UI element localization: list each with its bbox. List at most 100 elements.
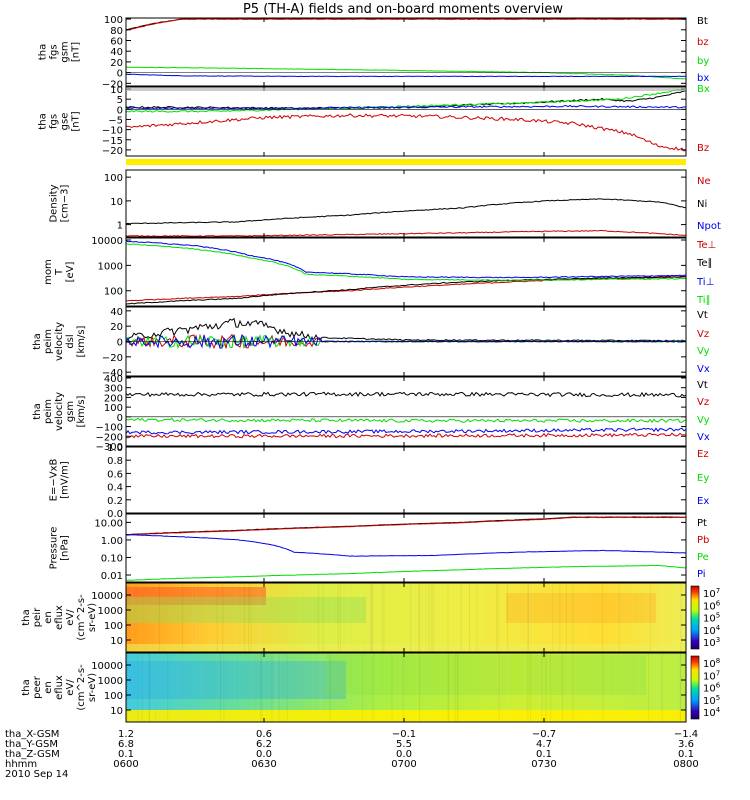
series-by-line (126, 66, 686, 80)
y-tick-label: 0 (117, 69, 123, 80)
legend-by: by (697, 56, 709, 67)
panel-frame (125, 513, 687, 583)
ephemeris-row-label: 2010 Sep 14 (5, 769, 68, 780)
y-tick-label: 10000 (91, 236, 123, 247)
legend-Pi: Pi (697, 569, 706, 580)
ephemeris-value-y-gsm: 6.8 (118, 739, 134, 750)
y-tick-label: 0 (117, 413, 123, 424)
y-tick-label: −15 (102, 136, 123, 147)
ephemeris-value-z-gsm: 0.1 (678, 749, 694, 760)
colorbar-tick-label: 105 (703, 694, 720, 707)
y-tick-label: 5 (117, 95, 123, 106)
ephemeris-value-hhmm: 0700 (391, 759, 416, 770)
y-tick-label: 0 (117, 105, 123, 116)
legend-Npot: Npot (697, 221, 721, 232)
y-tick-label: −10 (102, 126, 123, 137)
y-tick-label: −5 (108, 115, 123, 126)
y-tick-label: 1000 (98, 261, 123, 272)
series-Pb-line (126, 516, 686, 536)
ephemeris-value-x-gsm: 0.6 (256, 729, 272, 740)
series-Bz-line (126, 113, 686, 152)
y-axis-label: thapeimvelocitygsm[km/s] (32, 392, 87, 431)
series-Vy-line (126, 417, 686, 424)
y-axis-label: thafgsgsm[nT] (38, 41, 82, 62)
legend-Pt: Pt (697, 518, 707, 529)
ephemeris-row-label: tha_Y-GSM (5, 739, 58, 750)
legend-Vx: Vx (697, 432, 710, 443)
y-tick-label: −20 (102, 353, 123, 364)
ephemeris-value-y-gsm: 3.6 (678, 739, 694, 750)
legend-Ex: Ex (697, 496, 709, 507)
y-axis-label: momT[eV] (43, 259, 76, 285)
panel-frame (125, 17, 687, 87)
y-tick-label: 1000 (98, 676, 123, 687)
series-Pe-line (126, 564, 686, 581)
panel-exb: 1.0 0.8 0.6 0.4 0.2 0.0 E=−VxB[mV/m] Ez Ey Ex (49, 443, 710, 520)
y-tick-label: 100 (104, 691, 123, 702)
y-tick-label: −40 (102, 368, 123, 379)
y-tick-label: 100 (104, 15, 123, 26)
colorbar-tick-label: 107 (703, 587, 720, 600)
series-Vt-line (126, 317, 686, 342)
data-gap-bar (126, 88, 686, 91)
panel-frame (125, 446, 687, 514)
spectrogram-band-electron_eflux (126, 653, 686, 722)
legend-Vt: Vt (697, 380, 708, 391)
legend-Vz: Vz (697, 329, 709, 340)
ephemeris-value-x-gsm: −1.4 (674, 729, 698, 740)
colorbar-tick-label: 108 (703, 657, 720, 670)
legend-Ey: Ey (697, 473, 709, 484)
colorbar-tick-label: 105 (703, 612, 720, 625)
legend-Pb: Pb (697, 535, 709, 546)
legend-Te: Te⊥ (696, 240, 716, 251)
colorbar-tick-label: 106 (703, 682, 721, 695)
ephemeris-row-label: tha_X-GSM (5, 729, 59, 740)
colorbar-tick-label: 104 (703, 624, 721, 637)
y-tick-label: 10000 (91, 591, 123, 602)
panel-density: 100 10 1 Density[cm−3] Ne Ni Npot (49, 169, 721, 238)
y-axis-label: Density[cm−3] (49, 184, 71, 222)
legend-Vx: Vx (697, 364, 710, 375)
panel-stack: 100806040200−20thafgsgsm[nT]Btbzbybx1050… (21, 15, 721, 723)
spectrogram-band-ion_eflux (126, 583, 686, 652)
legend-Vy: Vy (697, 415, 710, 426)
y-axis-label: Pressure[nPa] (49, 527, 71, 570)
series-Ne-line (126, 229, 686, 237)
y-tick-label: −100 (96, 423, 123, 434)
y-tick-label: −20 (102, 146, 123, 157)
y-tick-label: −20 (102, 79, 123, 90)
y-tick-label: 1.00 (101, 536, 123, 547)
y-tick-label: 1.0 (107, 443, 123, 454)
ephemeris-value-y-gsm: 4.7 (536, 739, 552, 750)
colorbar-tick-label: 107 (703, 669, 720, 682)
series-bx-line (126, 73, 686, 78)
ephemeris-value-hhmm: 0730 (531, 759, 556, 770)
ephemeris-value-y-gsm: 5.5 (396, 739, 412, 750)
y-tick-label: 10 (110, 197, 123, 208)
y-tick-label: 20 (110, 58, 123, 69)
series-Pi-line (126, 534, 686, 557)
y-tick-label: 80 (110, 26, 123, 37)
y-tick-label: 20 (110, 322, 123, 333)
ephemeris-value-hhmm: 0630 (251, 759, 276, 770)
panel-frame (125, 169, 687, 238)
figure-title: P5 (TH-A) fields and on-board moments ov… (243, 2, 563, 17)
y-tick-label: 0.2 (107, 496, 123, 507)
legend-Vt: Vt (697, 310, 708, 321)
series-Vx-line (126, 427, 686, 435)
legend-Ti: Ti⊥ (696, 277, 714, 288)
panel-frame (125, 582, 687, 653)
legend-Ne: Ne (697, 176, 711, 187)
legend-Bz: Bz (697, 143, 709, 154)
colorbar-tick-label: 103 (703, 636, 720, 649)
y-tick-label: 300 (104, 384, 123, 395)
series-Te-line (126, 275, 686, 305)
ephemeris-row-label: tha_Z-GSM (5, 749, 60, 760)
y-tick-label: 0.8 (107, 456, 123, 467)
y-tick-label: 0.6 (107, 469, 123, 480)
series-Bt-line (126, 18, 686, 31)
